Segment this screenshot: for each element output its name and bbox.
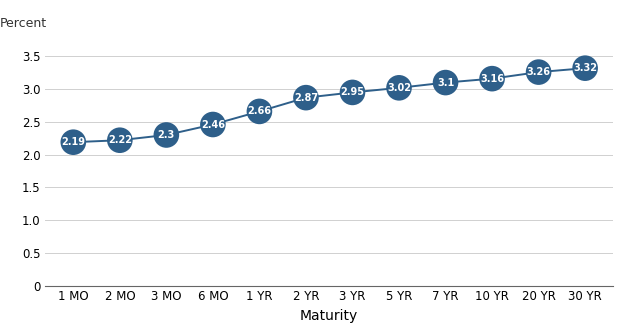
Point	[161, 132, 171, 138]
Point	[68, 140, 78, 145]
Text: Percent: Percent	[0, 17, 47, 30]
Text: 3.1: 3.1	[437, 78, 454, 87]
Point	[580, 66, 590, 71]
Text: 2.66: 2.66	[247, 106, 272, 116]
Point	[115, 138, 125, 143]
Point	[441, 80, 451, 85]
Text: 3.26: 3.26	[526, 67, 551, 77]
Point	[394, 85, 404, 90]
Point	[534, 69, 544, 75]
Text: 2.87: 2.87	[294, 93, 318, 103]
Point	[301, 95, 311, 100]
Text: 3.16: 3.16	[480, 74, 504, 83]
Point	[487, 76, 497, 81]
Text: 3.02: 3.02	[387, 83, 411, 93]
Text: 2.22: 2.22	[108, 135, 132, 145]
Point	[208, 122, 218, 127]
Text: 2.46: 2.46	[201, 119, 225, 129]
Text: 3.32: 3.32	[573, 63, 597, 73]
Text: 2.3: 2.3	[157, 130, 175, 140]
Point	[254, 109, 264, 114]
Text: 2.95: 2.95	[340, 87, 365, 97]
Point	[348, 90, 358, 95]
X-axis label: Maturity: Maturity	[300, 309, 358, 323]
Text: 2.19: 2.19	[61, 137, 86, 147]
